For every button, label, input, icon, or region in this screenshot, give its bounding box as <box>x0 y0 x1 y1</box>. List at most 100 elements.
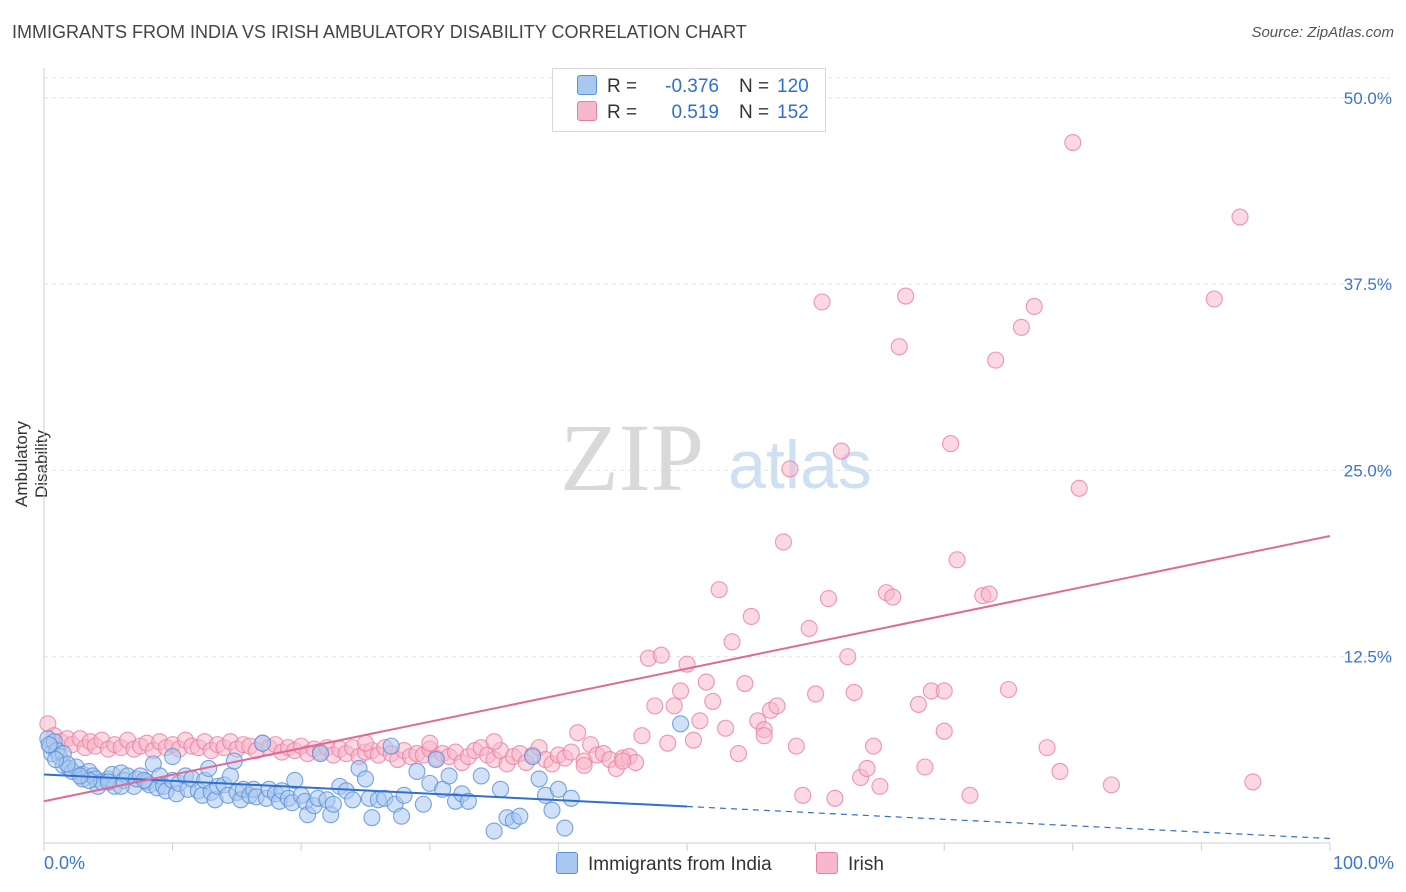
irish-point <box>736 674 754 693</box>
source-label: Source: ZipAtlas.com <box>1251 24 1394 41</box>
irish-point <box>845 683 863 702</box>
irish-point <box>1012 318 1030 336</box>
irish-point <box>704 692 722 710</box>
india-point <box>344 791 362 809</box>
irish-point <box>742 607 760 626</box>
irish-point <box>684 731 702 749</box>
legend-item-india[interactable]: Immigrants from India <box>556 852 772 876</box>
irish-point <box>717 719 735 737</box>
india-point <box>392 807 411 825</box>
india-point <box>524 748 542 766</box>
irish-point <box>987 351 1005 369</box>
irish-point <box>839 648 857 666</box>
n-label: N = <box>739 76 770 97</box>
irish-point <box>935 722 953 740</box>
india-point <box>395 786 413 804</box>
irish-points <box>39 133 1262 807</box>
india-point <box>511 807 529 825</box>
india-point <box>472 767 490 785</box>
india-point <box>164 748 182 766</box>
irish-point <box>691 712 709 730</box>
irish-point <box>633 727 651 745</box>
irish-point <box>813 293 831 311</box>
irish-point <box>800 619 818 637</box>
india-point <box>549 780 567 798</box>
irish-point <box>1244 773 1262 791</box>
irish-point <box>356 734 375 752</box>
irish-point <box>884 588 902 606</box>
irish-point <box>1064 133 1082 152</box>
irish-point <box>999 680 1018 699</box>
r-value: 0.519 <box>671 102 719 123</box>
irish-point <box>614 752 632 770</box>
irish-point <box>1025 297 1043 316</box>
irish-point <box>1231 208 1249 226</box>
india-point <box>286 771 304 789</box>
india-point <box>254 734 272 752</box>
y-tick-label: 25.0% <box>1344 461 1392 480</box>
irish-point <box>1102 776 1120 794</box>
irish-point <box>774 533 793 551</box>
irish-point <box>723 633 741 651</box>
india-point <box>414 795 432 813</box>
grid-lines <box>44 77 1390 658</box>
watermark-zip: ZIP <box>560 404 704 511</box>
irish-point <box>787 737 805 755</box>
irish-point <box>421 734 439 752</box>
india-point <box>324 795 342 813</box>
stats-legend: R = -0.376 N = 120 R = 0.519 N = 152 <box>552 68 826 132</box>
irish-point <box>807 685 825 703</box>
r-label: R = <box>607 76 638 97</box>
india-point <box>408 762 426 781</box>
india-point <box>382 737 400 755</box>
irish-point <box>832 442 850 460</box>
irish-point <box>575 756 593 775</box>
irish-point <box>864 737 883 755</box>
india-point <box>556 819 574 837</box>
irish-point <box>1038 739 1056 757</box>
irish-point <box>569 724 587 742</box>
chart-title: IMMIGRANTS FROM INDIA VS IRISH AMBULATOR… <box>12 22 747 42</box>
irish-point <box>755 727 773 745</box>
n-value: 120 <box>777 76 809 97</box>
irish-point <box>1205 290 1223 308</box>
india-point <box>311 745 330 763</box>
irish-point <box>935 682 953 700</box>
irish-point <box>858 759 876 778</box>
india-point <box>530 770 548 788</box>
india-point <box>427 750 445 769</box>
irish-legend-label: Irish <box>848 854 884 875</box>
y-tick-label: 37.5% <box>1344 275 1392 294</box>
irish-point <box>768 697 786 715</box>
india-point <box>440 767 458 785</box>
irish-point <box>948 551 966 569</box>
india-point <box>363 809 381 827</box>
irish-point <box>781 460 799 478</box>
legend-item-irish[interactable]: Irish <box>816 852 884 876</box>
india-point <box>562 789 580 807</box>
india-legend-label: Immigrants from India <box>588 854 772 875</box>
irish-point <box>961 786 979 804</box>
irish-point <box>890 338 908 356</box>
axes <box>43 68 1331 851</box>
r-label: R = <box>607 102 638 123</box>
irish-point <box>1051 762 1069 781</box>
india-point <box>40 736 58 754</box>
irish-trend-line <box>43 535 1331 803</box>
irish-point <box>942 435 960 453</box>
irish-point <box>794 786 812 804</box>
trend-lines <box>43 535 1331 840</box>
legend-row-india: R = -0.376 N = 120 <box>577 75 809 101</box>
irish-point <box>659 734 677 752</box>
india-point <box>543 801 561 819</box>
irish-point <box>1070 479 1088 497</box>
india-point <box>491 780 510 798</box>
irish-point <box>909 695 928 713</box>
watermark-atlas: atlas <box>728 427 872 503</box>
india-point <box>459 792 477 810</box>
irish-legend-swatch <box>816 852 838 874</box>
x-tick-label: 100.0% <box>1333 853 1394 873</box>
r-value: -0.376 <box>665 76 719 97</box>
india-swatch <box>577 75 597 95</box>
